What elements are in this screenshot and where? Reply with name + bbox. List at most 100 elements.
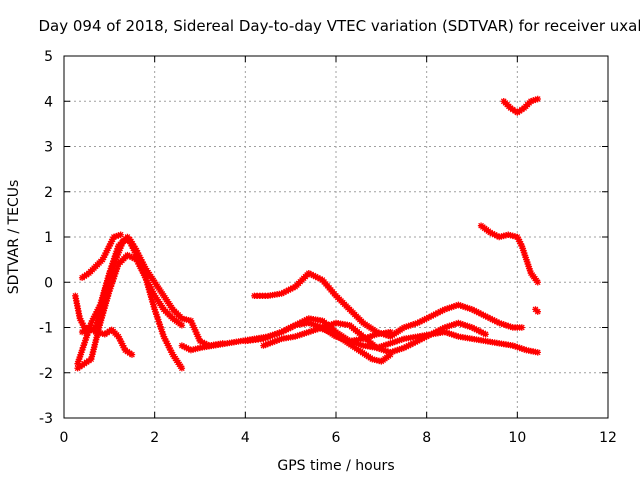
data-point xyxy=(93,308,101,315)
data-point xyxy=(115,333,122,340)
data-point xyxy=(161,335,169,343)
data-point xyxy=(100,254,107,261)
data-point xyxy=(468,306,476,313)
data-point xyxy=(193,331,201,338)
data-point xyxy=(81,339,88,346)
data-point xyxy=(158,325,165,333)
data-point xyxy=(448,331,455,338)
series-track-4 xyxy=(78,324,136,358)
data-point xyxy=(396,337,403,344)
data-point xyxy=(196,337,204,345)
data-point xyxy=(273,337,281,344)
x-tick-label: 12 xyxy=(599,430,617,446)
data-point xyxy=(382,347,390,355)
data-point xyxy=(448,303,455,311)
data-point xyxy=(107,240,114,247)
data-point xyxy=(446,304,453,312)
data-point xyxy=(389,339,396,346)
data-point xyxy=(526,265,533,272)
data-point xyxy=(394,346,401,354)
data-point xyxy=(425,314,433,321)
data-point xyxy=(267,339,274,347)
data-point xyxy=(103,279,110,287)
data-point xyxy=(106,285,114,293)
data-point xyxy=(157,323,164,330)
data-point xyxy=(262,341,269,348)
data-point xyxy=(482,312,489,320)
data-point xyxy=(459,303,467,310)
data-point xyxy=(131,247,138,254)
data-point xyxy=(269,332,276,339)
data-point xyxy=(403,343,410,350)
data-point xyxy=(98,314,105,322)
data-point xyxy=(271,338,278,345)
data-point xyxy=(264,333,272,341)
data-point xyxy=(84,329,92,337)
data-point xyxy=(126,238,133,245)
data-point xyxy=(111,255,118,262)
data-point xyxy=(94,306,102,313)
data-point xyxy=(416,336,424,344)
data-point xyxy=(262,334,269,342)
data-point xyxy=(380,331,387,338)
data-point xyxy=(108,262,116,269)
data-point xyxy=(107,265,115,272)
data-point xyxy=(107,283,115,290)
data-point xyxy=(75,358,82,365)
data-point xyxy=(278,328,285,336)
data-point xyxy=(155,318,162,325)
data-point xyxy=(430,311,437,319)
data-point xyxy=(443,323,451,330)
data-point xyxy=(131,255,138,262)
data-point xyxy=(462,303,469,311)
data-point xyxy=(156,321,163,328)
data-point xyxy=(192,328,200,336)
data-point xyxy=(307,271,315,278)
data-point xyxy=(150,303,158,311)
y-tick-label: 5 xyxy=(44,49,53,65)
data-point xyxy=(414,319,421,327)
data-point xyxy=(124,251,131,259)
data-point xyxy=(355,340,362,348)
data-point xyxy=(100,289,107,296)
data-point xyxy=(405,322,412,330)
data-point xyxy=(521,251,529,259)
data-point xyxy=(466,323,473,330)
data-point xyxy=(128,242,136,250)
data-point xyxy=(129,245,137,252)
data-point xyxy=(104,277,111,284)
data-point xyxy=(473,326,480,333)
data-point xyxy=(378,330,385,337)
data-point xyxy=(443,305,451,312)
data-point xyxy=(134,258,141,266)
data-point xyxy=(118,340,125,347)
data-point xyxy=(452,332,460,339)
data-point xyxy=(384,340,392,348)
data-point xyxy=(103,247,111,254)
data-point xyxy=(477,310,485,318)
data-point xyxy=(133,256,140,263)
data-point xyxy=(520,346,528,353)
data-point xyxy=(77,351,84,358)
data-point xyxy=(116,335,123,343)
data-point xyxy=(144,279,152,286)
data-point xyxy=(425,332,433,339)
data-point xyxy=(455,319,462,327)
data-point xyxy=(128,254,136,261)
data-point xyxy=(441,328,448,336)
data-point xyxy=(260,342,267,349)
data-point xyxy=(134,254,141,261)
data-point xyxy=(312,273,319,280)
data-point xyxy=(104,292,112,300)
x-tick-label: 10 xyxy=(508,430,526,446)
data-point xyxy=(289,323,297,330)
data-point xyxy=(471,307,478,314)
data-point xyxy=(515,236,522,243)
data-point xyxy=(178,365,186,372)
data-point xyxy=(466,305,473,312)
data-point xyxy=(111,270,119,278)
data-point xyxy=(412,320,419,327)
data-point xyxy=(74,360,81,367)
data-point xyxy=(178,342,186,349)
data-point xyxy=(330,320,337,327)
